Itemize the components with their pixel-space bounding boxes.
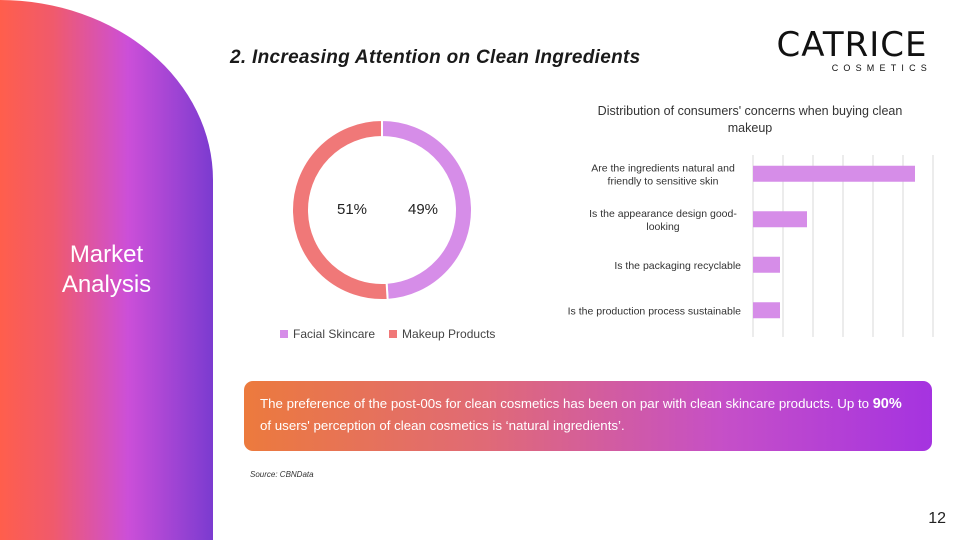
bar-category-label-2: Is the packaging recyclable bbox=[614, 260, 741, 272]
page-number: 12 bbox=[928, 510, 946, 527]
bar-category-label-1: Is the appearance design good-looking bbox=[589, 208, 737, 233]
legend-swatch bbox=[280, 330, 288, 338]
bar-0 bbox=[753, 165, 915, 182]
section-title-line1: Market bbox=[69, 241, 144, 268]
bar-3 bbox=[753, 302, 780, 319]
bar-1 bbox=[753, 211, 807, 228]
insight-callout: The preference of the post-00s for clean… bbox=[244, 381, 932, 451]
donut-legend: Facial Skincare Makeup Products bbox=[280, 327, 495, 341]
donut-slice-1 bbox=[291, 118, 389, 301]
bar-category-label-0: Are the ingredients natural and friendly … bbox=[591, 162, 735, 187]
logo-tagline: COSMETICS bbox=[831, 63, 932, 73]
side-panel bbox=[0, 0, 213, 540]
bar-2 bbox=[753, 256, 780, 273]
logo-wordmark: CATRICE bbox=[776, 25, 928, 65]
legend-item-1: Makeup Products bbox=[389, 327, 495, 341]
bar-chart-title: Distribution of consumers' concerns when… bbox=[597, 104, 903, 135]
donut-chart: 49% 51% bbox=[291, 118, 473, 301]
callout-text-end: of users' perception of clean cosmetics … bbox=[260, 418, 625, 433]
source-note: Source: CBNData bbox=[250, 470, 314, 479]
bar-chart: Are the ingredients natural and friendly … bbox=[568, 155, 934, 337]
brand-logo: CATRICE COSMETICS bbox=[770, 28, 934, 76]
slide-title: 2. Increasing Attention on Clean Ingredi… bbox=[230, 47, 641, 68]
bar-category-label-3: Is the production process sustainable bbox=[568, 305, 742, 317]
legend-item-0: Facial Skincare bbox=[280, 327, 375, 341]
donut-label-1: 51% bbox=[337, 201, 367, 218]
legend-label: Facial Skincare bbox=[293, 327, 376, 341]
donut-label-0: 49% bbox=[408, 201, 438, 218]
section-title: Market Analysis bbox=[0, 240, 213, 300]
legend-swatch bbox=[389, 330, 398, 338]
callout-highlight: 90% bbox=[872, 396, 902, 412]
legend-label: Makeup Products bbox=[402, 327, 496, 341]
callout-text-start: The preference of the post-00s for clean… bbox=[260, 396, 873, 411]
section-title-line2: Analysis bbox=[61, 271, 152, 298]
